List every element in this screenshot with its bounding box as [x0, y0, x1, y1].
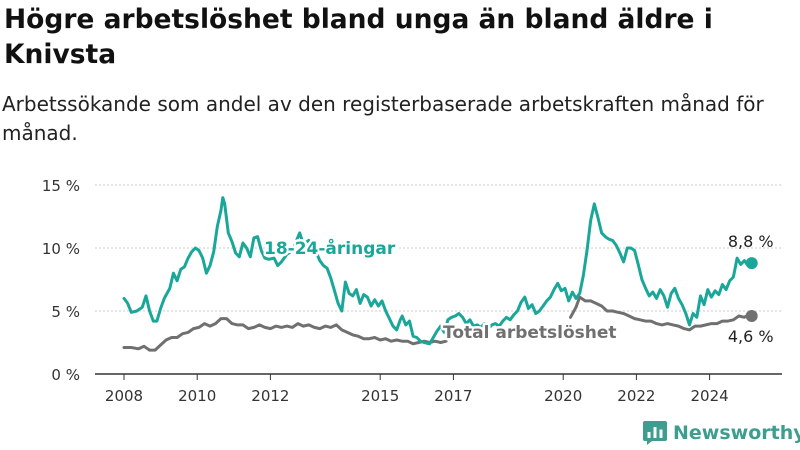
y-tick-label: 0 % [51, 366, 80, 384]
bar-chart-logo-icon [643, 421, 667, 445]
youth-end-label: 8,8 % [728, 232, 774, 251]
total-end-point [745, 310, 758, 323]
y-tick-label: 15 % [42, 177, 80, 195]
chart-subtitle: Arbetssökande som andel av den registerb… [2, 92, 764, 145]
x-tick-label: 2008 [105, 387, 143, 405]
x-tick-label: 2022 [617, 387, 655, 405]
chart-title: Högre arbetslöshet bland unga än bland ä… [4, 4, 713, 70]
brand-logo[interactable]: Newsworthy [643, 419, 800, 447]
total-series-label-halo: Total arbetslöshet [443, 323, 617, 343]
x-tick-label: 2017 [434, 387, 472, 405]
youth-end-point [745, 257, 758, 270]
brand-name: Newsworthy [673, 422, 800, 444]
x-tick-label: 2015 [361, 387, 399, 405]
x-tick-label: 2012 [251, 387, 289, 405]
total-end-label: 4,6 % [728, 327, 774, 346]
x-tick-label: 2020 [544, 387, 582, 405]
youth-series-line [122, 196, 754, 346]
youth-series-label: 18-24-åringar [264, 237, 396, 259]
y-tick-label: 10 % [42, 240, 80, 258]
total-series-line [122, 317, 448, 352]
y-tick-label: 5 % [51, 303, 80, 321]
total-series-line [569, 295, 754, 332]
youth-series-label-halo: 18-24-åringar [264, 237, 396, 259]
total-series-label: Total arbetslöshet [443, 323, 617, 343]
x-tick-label: 2010 [178, 387, 216, 405]
x-tick-label: 2024 [691, 387, 729, 405]
